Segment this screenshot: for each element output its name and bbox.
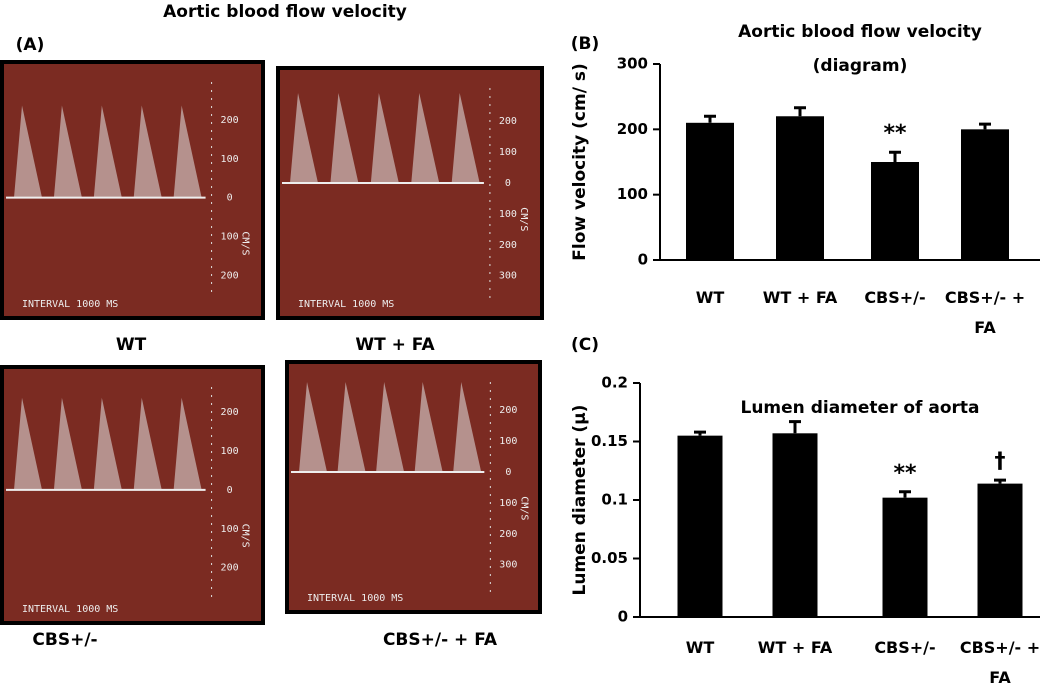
scale-unit: CM/S [518, 496, 529, 520]
image-caption: CBS+/- + FA [383, 630, 498, 650]
error-bar [794, 106, 806, 117]
scale-label: 300 [499, 560, 517, 571]
error-bar [979, 122, 991, 130]
significance-mark: ** [883, 121, 907, 146]
x-tick-label-box: WT + FA [762, 288, 838, 307]
scale-label: 100 [499, 209, 517, 220]
image-caption: CBS+/- [32, 630, 97, 650]
panel-label: (C) [571, 335, 599, 355]
scale-unit: CM/S [240, 231, 251, 255]
chart-title: Lumen diameter of aorta [741, 398, 980, 418]
waveform [14, 105, 202, 198]
bar [686, 122, 734, 260]
x-tick-label-box: WT [685, 638, 715, 657]
y-tick-label: 200 [617, 120, 648, 138]
scale-label: 200 [499, 529, 517, 540]
error-bar [899, 490, 911, 498]
ultrasound-image [285, 360, 542, 614]
scale-label: 200 [221, 271, 239, 282]
waveform [14, 397, 202, 490]
scale-label: 100 [221, 446, 239, 457]
chart-title: Aortic blood flow velocity [738, 22, 982, 42]
scale-label: 200 [221, 115, 239, 126]
scale-label: 200 [499, 240, 517, 251]
ultrasound-image [0, 60, 265, 320]
y-tick-label: 0.15 [591, 432, 628, 450]
y-tick-label: 0.1 [601, 491, 628, 509]
scale-label: 0 [505, 178, 511, 189]
scale-label: 0 [505, 467, 511, 478]
scale-label: 200 [221, 407, 239, 418]
scale-label: 100 [221, 524, 239, 535]
y-tick-label: 0.05 [591, 549, 628, 567]
scale-label: 200 [221, 563, 239, 574]
x-tick-label-box: CBS+/- [864, 288, 926, 307]
error-bar [994, 478, 1006, 484]
error-bar [789, 420, 801, 434]
scale-label: 100 [221, 232, 239, 243]
scale-unit: CM/S [518, 207, 529, 231]
scale-unit: CM/S [240, 524, 251, 548]
x-tick-label: CBS+/- [864, 288, 926, 307]
ultrasound-image [276, 66, 544, 320]
significance-mark: † [995, 449, 1006, 474]
image-caption: WT [116, 335, 147, 355]
ultrasound-image [0, 365, 265, 625]
x-tick-label: CBS+/- + FA [944, 288, 1026, 337]
interval-label: INTERVAL 1000 MS [22, 604, 118, 615]
x-tick-label-box: CBS+/- + FA [959, 638, 1041, 683]
chart-subtitle: (diagram) [813, 56, 908, 76]
panel-a-label: (A) [16, 35, 45, 55]
image-caption: WT + FA [355, 335, 435, 355]
scale-label: 100 [221, 154, 239, 165]
waveform [290, 93, 480, 183]
scale-label: 100 [499, 147, 517, 158]
error-bar [694, 430, 706, 436]
waveform [299, 382, 482, 472]
bar [776, 116, 824, 261]
x-tick-label-box: WT + FA [757, 638, 833, 657]
x-tick-label: WT + FA [757, 638, 833, 657]
scale-label: 100 [499, 436, 517, 447]
scale-label: 0 [227, 485, 233, 496]
x-tick-label: WT [695, 288, 725, 307]
panel-label: (B) [571, 34, 600, 54]
y-axis-label: Lumen diameter (µ) [570, 405, 590, 596]
interval-label: INTERVAL 1000 MS [307, 593, 403, 604]
bar [871, 162, 919, 260]
x-tick-label-box: WT [695, 288, 725, 307]
error-bar [704, 114, 716, 123]
interval-label: INTERVAL 1000 MS [298, 299, 394, 310]
significance-mark: ** [893, 461, 917, 486]
y-tick-label: 100 [617, 185, 648, 203]
x-tick-label: CBS+/- + FA [959, 638, 1041, 683]
panel-a-title: Aortic blood flow velocity [163, 2, 407, 22]
y-tick-label: 0.2 [601, 374, 628, 392]
x-tick-label-box: CBS+/- [874, 638, 936, 657]
scale-label: 200 [499, 405, 517, 416]
scale-label: 100 [499, 498, 517, 509]
bar [772, 433, 818, 617]
bar [677, 435, 723, 617]
error-bar [889, 150, 901, 162]
bar [977, 483, 1023, 617]
scale-label: 0 [227, 193, 233, 204]
scale-label: 200 [499, 116, 517, 127]
y-axis-label: Flow velocity (cm/ s) [570, 63, 590, 260]
x-tick-label-box: CBS+/- + FA [944, 288, 1026, 337]
bar [882, 497, 928, 617]
x-tick-label: WT + FA [762, 288, 838, 307]
y-tick-label: 300 [617, 55, 648, 73]
bar [961, 129, 1009, 260]
y-tick-label: 0 [638, 251, 648, 269]
x-tick-label: WT [685, 638, 715, 657]
x-tick-label: CBS+/- [874, 638, 936, 657]
scale-label: 300 [499, 271, 517, 282]
interval-label: INTERVAL 1000 MS [22, 299, 118, 310]
y-tick-label: 0 [618, 608, 628, 626]
